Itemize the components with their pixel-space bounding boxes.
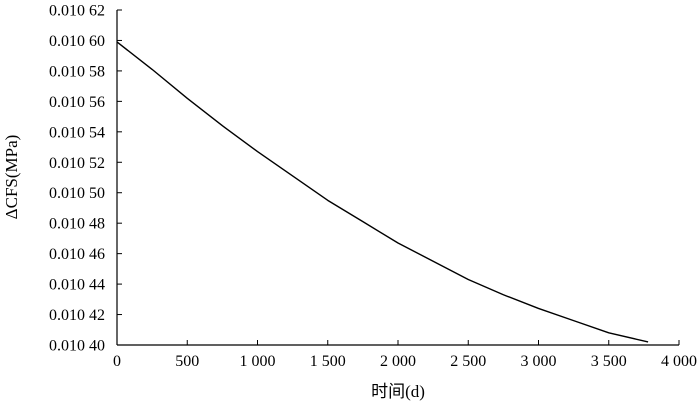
y-tick-label: 0.010 48 <box>49 216 105 233</box>
y-axis-label: ΔCFS(MPa) <box>2 135 21 220</box>
x-tick-label: 1 000 <box>240 353 276 370</box>
y-tick-label: 0.010 54 <box>49 124 105 141</box>
axes <box>116 10 679 346</box>
ticks: 0 500 1 000 1 500 2 000 2 500 3 000 3 500 4 000 0… <box>49 3 697 371</box>
x-tick-label: 2 500 <box>450 353 486 370</box>
x-tick-label: 1 500 <box>310 353 346 370</box>
x-tick-label: 2 000 <box>380 353 416 370</box>
x-axis-label: 时间(d) <box>371 382 425 401</box>
y-tick-label: 0.010 40 <box>49 338 105 355</box>
y-tick-label: 0.010 42 <box>49 307 105 324</box>
series-line <box>116 41 649 343</box>
x-tick-label: 500 <box>175 353 199 370</box>
x-tick-label: 0 <box>113 353 121 370</box>
x-tick-label: 4 000 <box>661 353 697 370</box>
x-tick-label: 3 500 <box>591 353 627 370</box>
y-tick-label: 0.010 44 <box>49 277 105 294</box>
y-tick-label: 0.010 56 <box>49 94 105 111</box>
y-tick-label: 0.010 62 <box>49 3 105 20</box>
y-tick-label: 0.010 50 <box>49 185 105 202</box>
y-tick-label: 0.010 58 <box>49 63 105 80</box>
series-layer <box>116 41 649 343</box>
y-tick-label: 0.010 46 <box>49 246 105 263</box>
y-tick-label: 0.010 60 <box>49 33 105 50</box>
x-tick-label: 3 000 <box>521 353 557 370</box>
y-tick-label: 0.010 52 <box>49 155 105 172</box>
